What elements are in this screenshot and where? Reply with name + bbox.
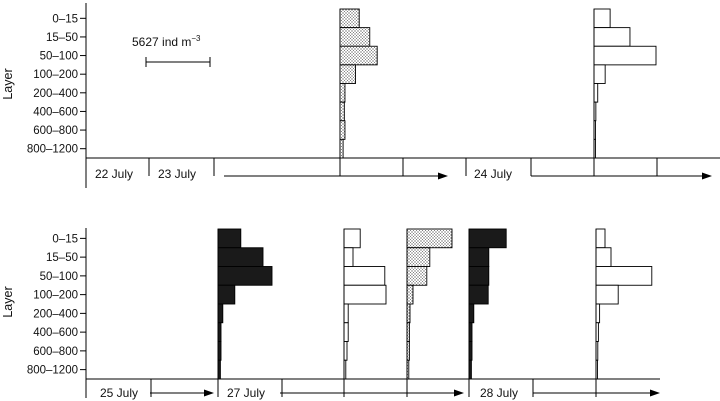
top-y-axis-label: Layer	[1, 68, 15, 99]
bar	[339, 101, 345, 122]
bar	[595, 303, 601, 324]
y-tick-label: 800–1200	[27, 144, 78, 156]
bar	[339, 8, 360, 29]
bottom-y-ticks: 0–15 15–50 50–100 100–200 200–400 400–600 600–…	[27, 233, 86, 377]
bar	[468, 303, 475, 324]
bar	[406, 266, 428, 286]
bar	[217, 303, 224, 324]
date-24-july: 24 July	[474, 167, 512, 181]
top-y-ticks: 0–15 15–50 50–100 100–200 200–400 400–600 600–…	[27, 13, 86, 156]
bottom-timeline-ticks	[150, 379, 597, 397]
bar	[595, 284, 619, 305]
bar	[595, 266, 653, 286]
bar	[339, 27, 371, 47]
y-tick-label: 800–1200	[27, 365, 78, 377]
bar	[468, 266, 490, 286]
series-black-1	[217, 228, 273, 380]
bar	[406, 228, 453, 249]
y-tick-label: 400–600	[33, 106, 78, 118]
bar	[217, 228, 242, 249]
bar	[343, 284, 387, 305]
y-tick-label: 200–400	[33, 308, 78, 320]
bar	[593, 45, 657, 66]
bar	[406, 247, 431, 267]
y-tick-label: 600–800	[33, 346, 78, 358]
bar	[593, 8, 611, 29]
bar	[339, 64, 356, 84]
top-panel: 0–15 15–50 50–100 100–200 200–400 400–600 600–…	[1, 3, 720, 188]
y-tick-label: 50–100	[40, 51, 78, 63]
bottom-bars	[217, 228, 653, 380]
date-23-july: 23 July	[158, 167, 196, 181]
y-tick-label: 15–50	[46, 32, 78, 44]
top-timeline-ticks	[148, 158, 658, 176]
bar	[468, 284, 489, 305]
y-tick-label: 100–200	[33, 69, 78, 81]
series-dotted-3	[406, 228, 453, 380]
bar	[343, 247, 354, 267]
series-open-2	[593, 8, 657, 159]
top-arrow-1	[224, 172, 448, 180]
series-open-5	[595, 228, 653, 380]
bar	[406, 284, 414, 305]
y-tick-label: 0–15	[52, 13, 78, 25]
top-arrow-2	[531, 172, 712, 180]
bar	[343, 322, 349, 342]
bar	[339, 120, 346, 140]
bar	[343, 228, 361, 249]
bar	[593, 83, 599, 103]
scale-bar: 5627 ind m−3	[132, 34, 211, 67]
y-tick-label: 200–400	[33, 88, 78, 100]
date-22-july: 22 July	[95, 167, 133, 181]
bar	[217, 247, 264, 267]
bar	[217, 266, 273, 286]
top-bars	[339, 8, 657, 159]
date-27-july: 27 July	[227, 386, 265, 400]
bottom-panel: 0–15 15–50 50–100 100–200 200–400 400–600 600–…	[1, 228, 660, 400]
y-tick-label: 15–50	[46, 252, 78, 264]
bar	[339, 83, 346, 103]
bottom-arrow-1	[150, 389, 214, 397]
bar	[343, 303, 349, 324]
bottom-y-axis-label: Layer	[1, 286, 15, 317]
bottom-arrow-3	[533, 389, 660, 397]
bottom-arrow-2	[280, 389, 464, 397]
y-tick-label: 50–100	[40, 271, 78, 283]
bar	[468, 228, 507, 249]
y-tick-label: 400–600	[33, 327, 78, 339]
bar	[595, 228, 606, 249]
date-25-july: 25 July	[100, 386, 138, 400]
bar	[593, 64, 606, 84]
bar	[217, 284, 236, 305]
bar	[339, 45, 378, 66]
bar	[593, 27, 631, 47]
bar	[343, 266, 386, 286]
bar	[595, 247, 612, 267]
series-dotted-1	[339, 8, 378, 159]
bar	[468, 247, 490, 267]
scale-bar-label: 5627 ind m−3	[132, 34, 201, 49]
y-tick-label: 100–200	[33, 290, 78, 302]
y-tick-label: 0–15	[52, 233, 78, 245]
date-28-july: 28 July	[480, 386, 518, 400]
y-tick-label: 600–800	[33, 125, 78, 137]
series-black-4	[468, 228, 507, 380]
series-open-2	[343, 228, 387, 380]
